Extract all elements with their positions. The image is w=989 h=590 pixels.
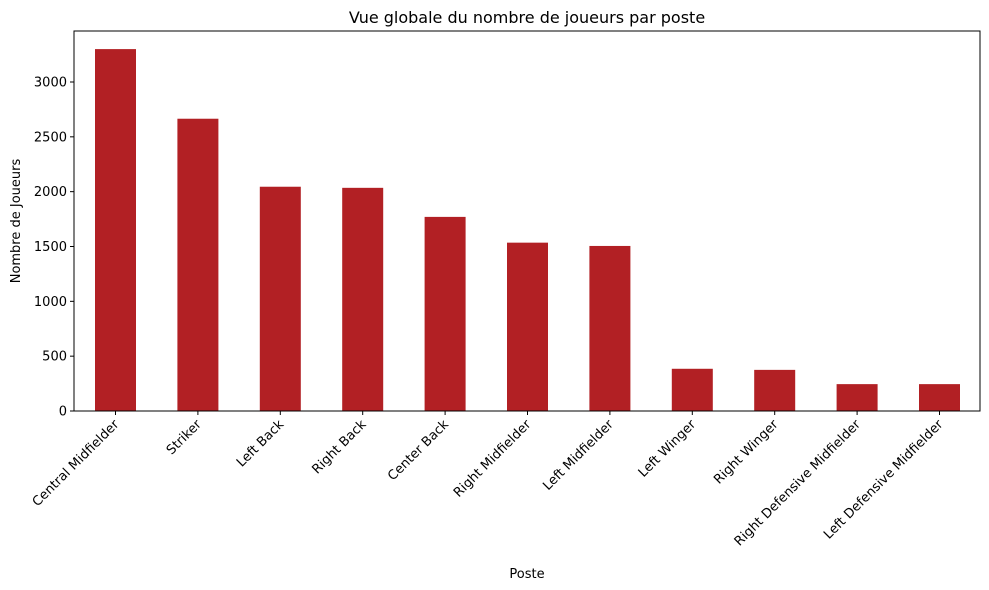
bar-right-back (342, 187, 384, 411)
bar-central-midfielder (95, 49, 136, 411)
bar-left-defensive-midfielder (919, 384, 960, 411)
bar-right-winger (754, 369, 796, 411)
bar-left-winger (671, 368, 713, 411)
bar-left-back (259, 186, 301, 411)
bar-left-midfielder (589, 245, 631, 411)
bars-group (95, 49, 960, 411)
y-tick-label: 3000 (34, 75, 67, 90)
y-axis-ticks: 0 500 1000 1500 2000 2500 3000 (34, 75, 74, 420)
y-tick-label: 1500 (34, 240, 67, 255)
chart-title: Vue globale du nombre de joueurs par pos… (349, 8, 705, 27)
bar-center-back (424, 216, 466, 411)
y-axis-label: Nombre de Joueurs (9, 159, 24, 284)
bar-right-defensive-midfielder (836, 384, 878, 411)
y-tick-label: 2500 (34, 130, 67, 145)
bar-striker (177, 118, 219, 411)
y-tick-label: 500 (42, 350, 67, 365)
y-tick-label: 1000 (34, 295, 67, 310)
x-axis-label: Poste (509, 567, 544, 582)
y-tick-label: 0 (59, 405, 67, 420)
plot-frame (73, 30, 981, 412)
y-tick-label: 2000 (34, 185, 67, 200)
bar-right-midfielder (507, 242, 548, 411)
